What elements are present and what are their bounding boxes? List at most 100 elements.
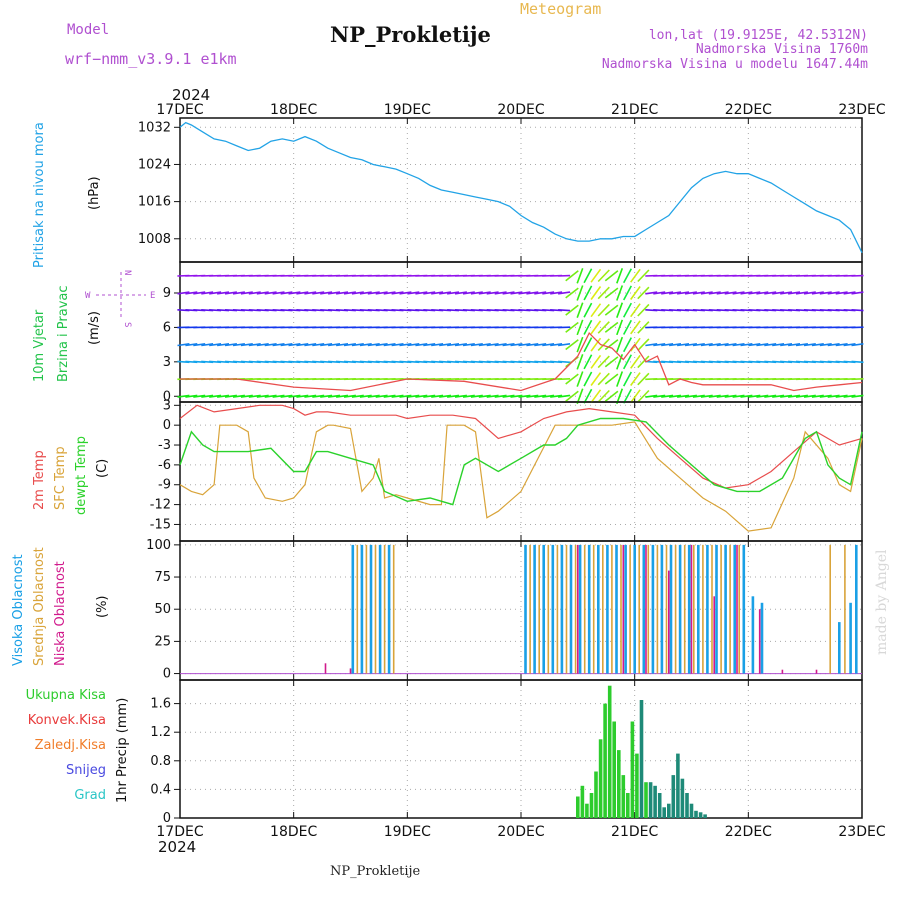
- x-tick-label-top: 18DEC: [270, 102, 317, 118]
- wind-arrow: [661, 343, 674, 347]
- wind-arrow: [756, 343, 769, 347]
- precipitation-ytick-label: 0: [163, 811, 171, 826]
- wind-arrow: [470, 394, 483, 398]
- wind-arrow: [446, 394, 460, 398]
- wind-arrow: [256, 343, 269, 347]
- wind-arrow: [716, 394, 729, 398]
- wind-arrow: [616, 336, 624, 353]
- srednja-oblacnost-bar: [392, 544, 395, 674]
- wind-arrow: [248, 394, 261, 398]
- wind-arrow: [616, 268, 624, 284]
- wind-arrow: [597, 321, 610, 334]
- wind-arrow: [622, 337, 633, 353]
- wind-arrow: [312, 291, 325, 295]
- srednja-oblacnost-bar: [683, 544, 686, 674]
- wind-arrow: [661, 394, 674, 398]
- station-title: NP_Prokletije: [330, 22, 491, 47]
- srednja-oblacnost-bar: [583, 544, 586, 674]
- wind-arrow: [288, 343, 301, 347]
- wind-arrow: [676, 343, 690, 347]
- wind-arrow: [446, 291, 460, 295]
- wind-arrow: [811, 343, 824, 347]
- wind-arrow: [454, 291, 468, 295]
- cloud-ytick-label: 100: [146, 538, 171, 553]
- year-bottom: 2024: [158, 838, 196, 856]
- visoka-oblacnost-bar: [551, 544, 555, 674]
- wind-arrow: [583, 371, 593, 387]
- wind-arrow: [780, 343, 793, 347]
- wind-arrow: [851, 343, 864, 347]
- niska-oblacnost-bar: [713, 596, 715, 674]
- wind-ytick-label: 0: [163, 389, 171, 404]
- wind-arrow: [216, 394, 230, 398]
- ukupna-kisa-bar: [617, 750, 621, 818]
- wind-arrow: [661, 291, 674, 295]
- wind-arrow: [645, 343, 658, 347]
- wind-arrow: [653, 343, 666, 347]
- wind-arrow: [630, 286, 641, 300]
- wind-arrow: [518, 343, 531, 347]
- x-tick-label-bottom: 21DEC: [611, 824, 658, 840]
- wind-arrow: [518, 394, 531, 398]
- wind-arrow: [590, 320, 602, 335]
- temperature-ytick-label: -15: [150, 517, 171, 532]
- visoka-oblacnost-bar: [751, 596, 755, 674]
- wind-arrow: [851, 309, 864, 312]
- wind-arrow: [827, 343, 840, 347]
- wind-arrow: [510, 291, 523, 295]
- temperature-ytick-label: 3: [163, 398, 171, 413]
- wind-arrow: [343, 394, 357, 398]
- niska-oblacnost-bar: [781, 669, 784, 674]
- visoka-oblacnost-bar: [651, 544, 655, 674]
- wind-ylabel-2: Brzina i Pravac: [56, 285, 71, 382]
- model-name: wrf−nmm_v3.9.1 e1km: [65, 50, 237, 68]
- visoka-oblacnost-bar: [524, 544, 527, 674]
- wind-arrow: [478, 343, 491, 347]
- pressure-unit: (hPa): [87, 176, 102, 210]
- wind-arrow: [494, 343, 507, 347]
- grad-bar: [703, 814, 707, 818]
- wind-arrow: [576, 285, 584, 301]
- wind-arrow: [327, 291, 341, 295]
- visoka-oblacnost-bar: [642, 544, 646, 674]
- visoka-oblacnost-bar: [706, 544, 709, 674]
- wind-arrow: [399, 394, 412, 398]
- wind-arrow: [583, 337, 593, 353]
- wind-arrow: [795, 394, 809, 398]
- wind-arrow: [740, 343, 753, 347]
- wind-arrow: [795, 343, 809, 347]
- grad-bar: [694, 810, 698, 818]
- tempdew-ylabel: dewpt Temp: [74, 436, 89, 515]
- cloud-panel: 0 25 50 75 100: [146, 538, 863, 682]
- visoka-oblacnost-bar: [742, 544, 746, 674]
- visoka-oblacnost-bar: [578, 544, 582, 674]
- wind-ytick-label: 3: [163, 355, 171, 370]
- wind-arrow: [224, 394, 238, 398]
- x-tick-label-bottom: 20DEC: [497, 824, 544, 840]
- ukupna-kisa-bar: [607, 685, 612, 818]
- panels-layer: 1008 1016 1024 1032 17DEC 18DEC 19DEC 20DEC 21DE…: [138, 102, 886, 840]
- wind-arrow: [423, 291, 436, 295]
- wind-arrow: [843, 394, 856, 398]
- wind-arrow: [590, 286, 602, 300]
- wind-arrow: [383, 394, 396, 398]
- cloud-high-ylabel: Visoka Oblacnost: [11, 554, 26, 666]
- niska-oblacnost-bar: [815, 669, 818, 674]
- wind-arrow: [256, 291, 269, 295]
- wind-arrow: [431, 343, 444, 347]
- visoka-oblacnost-bar: [838, 622, 841, 674]
- srednja-oblacnost-bar: [602, 544, 604, 674]
- ukupna-kisa-bar: [598, 739, 603, 818]
- wind-arrow: [478, 394, 491, 398]
- visoka-oblacnost-bar: [569, 544, 573, 674]
- wind-arrow: [764, 343, 777, 347]
- wind-arrow: [653, 291, 666, 295]
- grad-bar: [680, 778, 685, 818]
- x-tick-label-top: 21DEC: [611, 102, 658, 118]
- wind-arrow: [616, 371, 624, 387]
- wind-arrow: [630, 354, 641, 369]
- wind-arrow: [576, 336, 584, 353]
- visoka-oblacnost-bar: [560, 544, 564, 674]
- wind-unit: (m/s): [87, 311, 102, 345]
